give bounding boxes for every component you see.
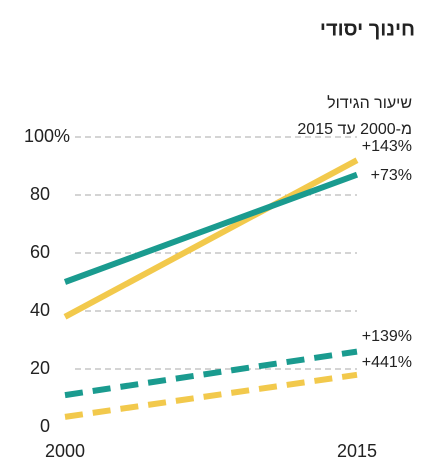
y-tick-label: 0 <box>40 416 50 436</box>
subtitle: מ-2000 עד 2015 <box>297 121 412 138</box>
end-label: +139% <box>362 328 412 345</box>
end-label: +441% <box>362 354 412 371</box>
series-line <box>63 171 359 285</box>
end-label: +73% <box>371 167 412 184</box>
chart-title: חינוך יסודי <box>320 18 415 40</box>
y-tick-label: 40 <box>30 300 50 320</box>
series-line <box>64 348 358 399</box>
x-tick-label: 2000 <box>45 441 85 461</box>
x-tick-label: 2015 <box>337 441 377 461</box>
series-line <box>64 371 358 420</box>
y-tick-label: 60 <box>30 242 50 262</box>
y-tick-label: 20 <box>30 358 50 378</box>
y-tick-label: 80 <box>30 184 50 204</box>
end-label: +143% <box>362 138 412 155</box>
series-line <box>63 157 359 320</box>
y-tick-label: 100% <box>24 126 70 146</box>
subtitle: שיעור הגידול <box>327 94 412 112</box>
